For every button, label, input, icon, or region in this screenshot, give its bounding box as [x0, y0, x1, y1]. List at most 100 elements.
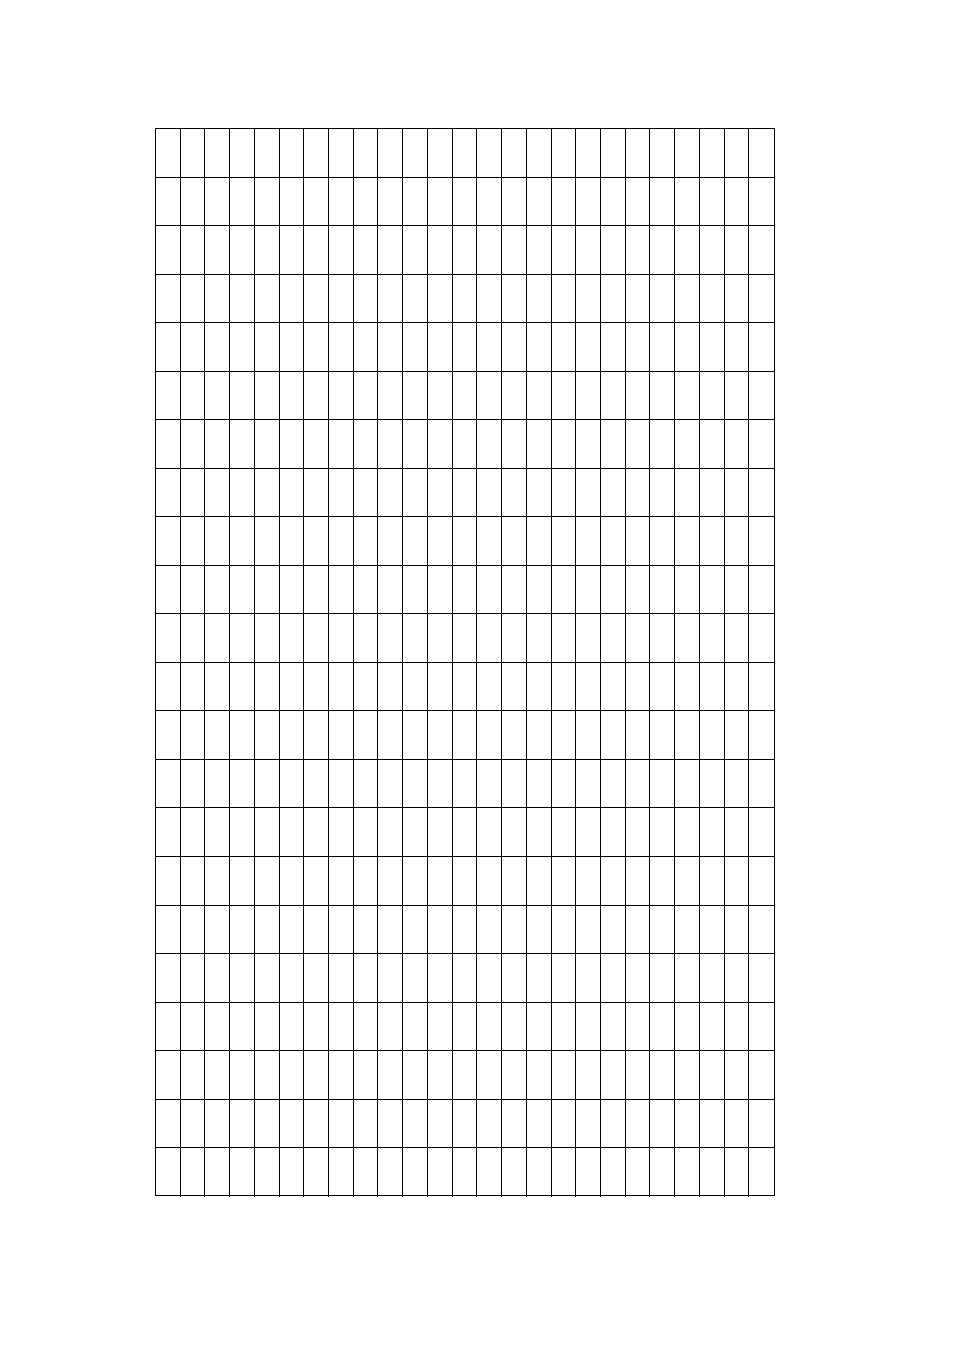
grid-cell: [403, 857, 428, 905]
grid-cell: [601, 1003, 626, 1051]
grid-cell: [230, 808, 255, 856]
grid-cell: [502, 808, 527, 856]
grid-cell: [749, 1148, 774, 1197]
grid-cell: [700, 226, 725, 274]
grid-cell: [675, 711, 700, 759]
grid-cell: [675, 323, 700, 371]
grid-cell: [354, 469, 379, 517]
grid-cell: [329, 614, 354, 662]
grid-cell: [601, 663, 626, 711]
grid-cell: [749, 129, 774, 177]
grid-cell: [477, 517, 502, 565]
grid-cell: [230, 420, 255, 468]
grid-cell: [255, 420, 280, 468]
grid-cell: [675, 808, 700, 856]
grid-cell: [601, 178, 626, 226]
grid-cell: [527, 663, 552, 711]
grid-cell: [304, 954, 329, 1002]
grid-cell: [280, 760, 305, 808]
grid-cell: [626, 1100, 651, 1148]
grid-cell: [453, 323, 478, 371]
grid-cell: [576, 614, 601, 662]
grid-cell: [205, 1051, 230, 1099]
grid-cell: [329, 517, 354, 565]
grid-cell: [403, 323, 428, 371]
grid-cell: [725, 323, 750, 371]
grid-cell: [354, 372, 379, 420]
grid-cell: [205, 323, 230, 371]
grid-cell: [749, 323, 774, 371]
grid-cell: [700, 760, 725, 808]
grid-cell: [403, 420, 428, 468]
grid-cell: [527, 178, 552, 226]
grid-cell: [280, 711, 305, 759]
grid-cell: [378, 663, 403, 711]
grid-cell: [576, 129, 601, 177]
grid-cell: [304, 226, 329, 274]
grid-cell: [304, 566, 329, 614]
grid-cell: [230, 566, 255, 614]
grid-cell: [354, 614, 379, 662]
grid-cell: [354, 566, 379, 614]
grid-cell: [502, 517, 527, 565]
grid-cell: [354, 129, 379, 177]
grid-cell: [403, 178, 428, 226]
grid-cell: [329, 1100, 354, 1148]
grid-cell: [725, 275, 750, 323]
grid-cell: [650, 372, 675, 420]
grid-cell: [205, 1003, 230, 1051]
grid-cell: [378, 323, 403, 371]
grid-cell: [576, 517, 601, 565]
grid-cell: [329, 178, 354, 226]
grid-cell: [403, 954, 428, 1002]
grid-cell: [552, 1148, 577, 1197]
grid-cell: [576, 372, 601, 420]
grid-cell: [230, 469, 255, 517]
grid-cell: [230, 1148, 255, 1197]
grid-cell: [601, 323, 626, 371]
grid-cell: [700, 663, 725, 711]
grid-cell: [354, 760, 379, 808]
grid-cell: [675, 760, 700, 808]
grid-cell: [304, 372, 329, 420]
grid-cell: [477, 566, 502, 614]
grid-cell: [527, 372, 552, 420]
grid-cell: [527, 1148, 552, 1197]
grid-cell: [378, 275, 403, 323]
grid-cell: [552, 1100, 577, 1148]
grid-cell: [552, 954, 577, 1002]
grid-cell: [477, 226, 502, 274]
grid-cell: [477, 420, 502, 468]
grid-cell: [650, 566, 675, 614]
grid-cell: [181, 954, 206, 1002]
grid-cell: [725, 857, 750, 905]
grid-cell: [749, 808, 774, 856]
grid-cell: [354, 808, 379, 856]
grid-cell: [725, 711, 750, 759]
grid-cell: [329, 954, 354, 1002]
grid-cell: [304, 517, 329, 565]
grid-cell: [230, 129, 255, 177]
grid-cell: [156, 1100, 181, 1148]
grid-cell: [428, 323, 453, 371]
grid-cell: [749, 614, 774, 662]
grid-cell: [255, 1148, 280, 1197]
grid-row: [156, 760, 774, 809]
grid-cell: [749, 469, 774, 517]
grid-cell: [205, 226, 230, 274]
grid-cell: [354, 1148, 379, 1197]
grid-cell: [378, 226, 403, 274]
grid-cell: [502, 663, 527, 711]
grid-cell: [329, 663, 354, 711]
grid-cell: [527, 614, 552, 662]
grid-cell: [725, 372, 750, 420]
grid-cell: [453, 275, 478, 323]
grid-cell: [378, 566, 403, 614]
grid-cell: [675, 469, 700, 517]
grid-cell: [230, 517, 255, 565]
grid-cell: [453, 1148, 478, 1197]
grid-cell: [205, 1100, 230, 1148]
grid-cell: [304, 129, 329, 177]
grid-cell: [502, 1051, 527, 1099]
grid-cell: [650, 1100, 675, 1148]
